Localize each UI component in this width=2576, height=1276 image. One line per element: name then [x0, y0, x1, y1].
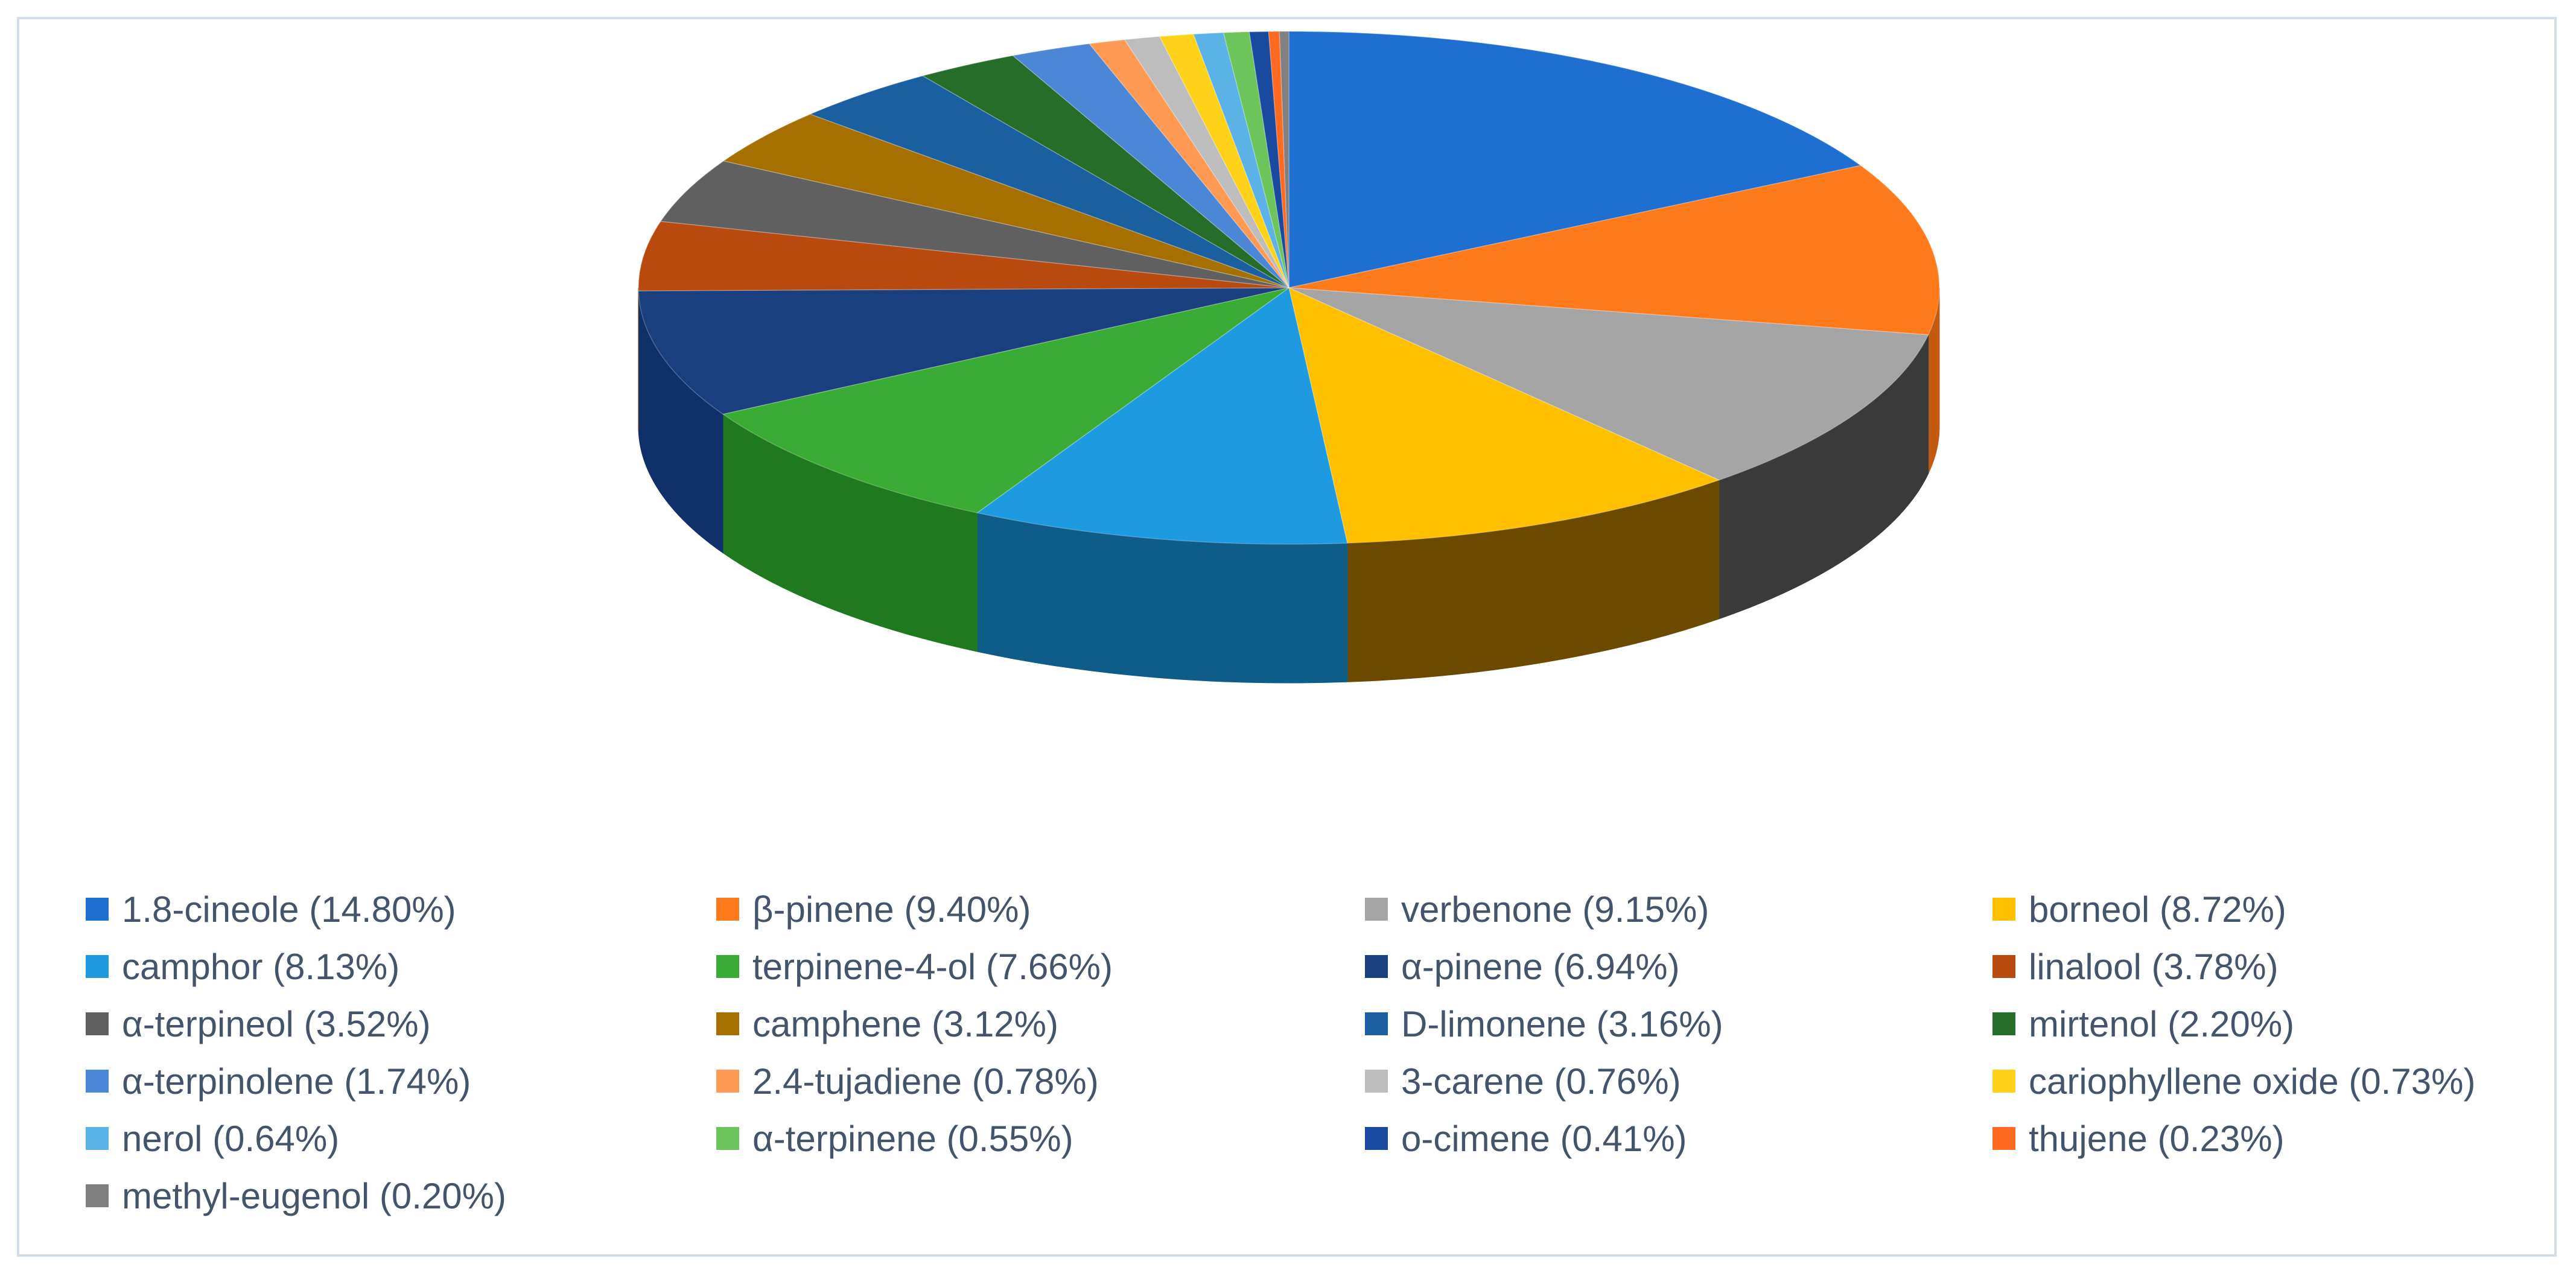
pie-slice-1-8-cineole [1288, 31, 1862, 288]
legend-label: α-pinene (6.94%) [1401, 946, 1680, 987]
pie-slice-o-cimene [1248, 31, 1290, 288]
legend-item-cariophyllene-oxide: cariophyllene oxide (0.73%) [1992, 1060, 2475, 1102]
legend-item-nerol: nerol (0.64%) [86, 1117, 339, 1160]
legend-item-pinene: α-pinene (6.94%) [1365, 945, 1680, 988]
pie-slice-terpinolene [1011, 43, 1290, 288]
pie-slice-camphor [976, 287, 1348, 545]
legend-item-verbenone: verbenone (9.15%) [1365, 888, 1709, 930]
legend-item-methyl-eugenol: methyl-eugenol (0.20%) [86, 1175, 506, 1217]
legend-label: terpinene-4-ol (7.66%) [752, 946, 1113, 987]
legend-item-pinene: β-pinene (9.40%) [716, 888, 1031, 930]
legend-item-o-cimene: o-cimene (0.41%) [1365, 1117, 1687, 1160]
pie-slice-methyl-eugenol [1279, 31, 1290, 288]
legend-label: 1.8-cineole (14.80%) [122, 889, 456, 930]
legend-swatch [86, 955, 109, 978]
legend-label: linalool (3.78%) [2029, 946, 2279, 987]
legend-swatch [1365, 1012, 1388, 1035]
legend-item-camphor: camphor (8.13%) [86, 945, 399, 988]
legend-item-camphene: camphene (3.12%) [716, 1003, 1058, 1045]
pie-slice-3-carene [1124, 36, 1290, 288]
legend-item-3-carene: 3-carene (0.76%) [1365, 1060, 1681, 1102]
legend-swatch [1365, 955, 1388, 978]
pie-slice-verbenone [1288, 287, 1929, 481]
legend-label: D-limonene (3.16%) [1401, 1003, 1723, 1044]
pie-sides [638, 287, 1940, 684]
legend-label: camphene (3.12%) [752, 1003, 1058, 1044]
legend-item-terpinolene: α-terpinolene (1.74%) [86, 1060, 471, 1102]
legend-label: 2.4-tujadiene (0.78%) [752, 1061, 1099, 1102]
legend-swatch [716, 1012, 739, 1035]
pie-slice-mirtenol [921, 55, 1290, 288]
pie-slice-nerol [1192, 32, 1290, 288]
legend-item-terpinene-4-ol: terpinene-4-ol (7.66%) [716, 945, 1113, 988]
legend-item-borneol: borneol (8.72%) [1992, 888, 2286, 930]
legend-label: 3-carene (0.76%) [1401, 1061, 1681, 1102]
legend-label: α-terpineol (3.52%) [122, 1003, 431, 1044]
pie-slice-cariophyllene-oxide [1159, 33, 1290, 288]
pie-top [638, 31, 1940, 545]
pie-slice-2-4-tujadiene [1088, 39, 1290, 288]
legend-item-d-limonene: D-limonene (3.16%) [1365, 1003, 1723, 1045]
legend-label: α-terpinolene (1.74%) [122, 1061, 471, 1102]
legend-item-linalool: linalool (3.78%) [1992, 945, 2279, 988]
legend-item-mirtenol: mirtenol (2.20%) [1992, 1003, 2294, 1045]
pie-slice-pinene [1288, 165, 1940, 335]
legend-item-terpineol: α-terpineol (3.52%) [86, 1003, 431, 1045]
pie-slice-d-limonene [809, 75, 1290, 288]
legend-item-2-4-tujadiene: 2.4-tujadiene (0.78%) [716, 1060, 1099, 1102]
legend-swatch [1992, 1012, 2015, 1035]
legend-label: α-terpinene (0.55%) [752, 1118, 1073, 1159]
pie-slice-pinene [638, 287, 1290, 415]
legend-item-thujene: thujene (0.23%) [1992, 1117, 2285, 1160]
legend-swatch [86, 1127, 109, 1150]
pie-slice-borneol [1288, 287, 1720, 544]
chart-frame: 1.8-cineole (14.80%) β-pinene (9.40%) verb… [17, 17, 2557, 1257]
pie-slice-linalool [638, 221, 1290, 291]
legend-label: methyl-eugenol (0.20%) [122, 1175, 507, 1216]
legend-label: β-pinene (9.40%) [752, 889, 1031, 930]
pie-slice-terpineol [660, 160, 1290, 288]
legend-swatch [1992, 898, 2015, 921]
legend-swatch [716, 1127, 739, 1150]
pie-slice-camphene [722, 113, 1290, 288]
legend-label: camphor (8.13%) [122, 946, 400, 987]
legend-swatch [86, 1070, 109, 1093]
legend-swatch [716, 1070, 739, 1093]
legend-label: borneol (8.72%) [2029, 889, 2286, 930]
legend-swatch [716, 898, 739, 921]
legend-item-1-8-cineole: 1.8-cineole (14.80%) [86, 888, 456, 930]
pie-slice-terpinene [1223, 31, 1290, 288]
legend-swatch [1992, 1127, 2015, 1150]
pie-slice-terpinene-4-ol [722, 287, 1290, 513]
legend-label: nerol (0.64%) [122, 1118, 340, 1159]
legend-swatch [86, 898, 109, 921]
legend-label: thujene (0.23%) [2029, 1118, 2285, 1159]
legend-swatch [86, 1012, 109, 1035]
legend-label: verbenone (9.15%) [1401, 889, 1709, 930]
pie-slice-thujene [1268, 31, 1290, 288]
legend-swatch [1365, 898, 1388, 921]
legend-swatch [1992, 1070, 2015, 1093]
legend-label: o-cimene (0.41%) [1401, 1118, 1687, 1159]
legend-swatch [716, 955, 739, 978]
legend-label: cariophyllene oxide (0.73%) [2029, 1061, 2476, 1102]
legend-swatch [1365, 1070, 1388, 1093]
pie-chart [638, 31, 1940, 684]
legend-label: mirtenol (2.20%) [2029, 1003, 2295, 1044]
legend-swatch [1992, 955, 2015, 978]
legend-item-terpinene: α-terpinene (0.55%) [716, 1117, 1073, 1160]
legend-swatch [1365, 1127, 1388, 1150]
legend-swatch [86, 1184, 109, 1207]
